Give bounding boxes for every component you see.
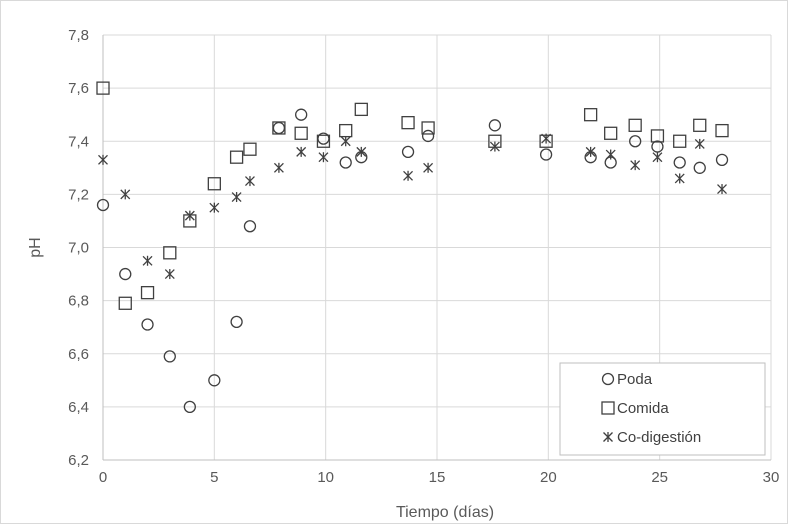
asterisk-point	[652, 152, 663, 163]
asterisk-point	[142, 255, 153, 266]
y-tick-label: 7,8	[68, 27, 89, 44]
asterisk-point	[318, 152, 329, 163]
y-tick-label: 7,6	[68, 80, 89, 97]
asterisk-point	[231, 192, 242, 203]
asterisk-point	[296, 146, 307, 157]
asterisk-point	[120, 189, 131, 200]
square-point	[243, 142, 257, 156]
circle-point	[339, 156, 352, 169]
asterisk-point	[98, 154, 108, 165]
square-point	[207, 177, 221, 191]
y-axis-title: pH	[27, 237, 44, 257]
legend-item: Poda	[601, 371, 653, 388]
square-point	[118, 296, 132, 310]
x-tick-label: 30	[763, 469, 780, 486]
square-point	[604, 126, 618, 140]
square-point	[163, 246, 177, 260]
legend-asterisk-icon	[603, 432, 613, 442]
asterisk-point	[356, 146, 367, 157]
square-point	[354, 102, 368, 117]
x-tick-label: 5	[210, 469, 218, 486]
legend-square-icon	[601, 401, 615, 415]
series-asterisk	[98, 133, 727, 280]
square-point	[650, 129, 665, 143]
y-tick-label: 6,6	[68, 346, 89, 363]
circle-point	[715, 153, 729, 166]
x-tick-label: 15	[429, 469, 446, 486]
x-tick-label: 0	[99, 469, 107, 486]
square-point	[272, 121, 286, 135]
square-point	[316, 134, 331, 148]
asterisk-point	[541, 133, 552, 144]
y-tick-label: 7,2	[68, 186, 89, 203]
circle-point	[651, 140, 664, 153]
circle-point	[539, 148, 553, 161]
asterisk-point	[694, 138, 705, 149]
square-point	[140, 286, 155, 300]
x-tick-label: 10	[317, 469, 334, 486]
asterisk-point	[585, 146, 596, 157]
legend-item: Co-digestión	[603, 429, 701, 446]
circle-point	[230, 315, 243, 329]
square-point	[583, 108, 598, 122]
circle-point	[141, 318, 154, 331]
circle-point	[488, 119, 502, 132]
square-point	[401, 116, 415, 130]
asterisk-point	[273, 162, 284, 173]
asterisk-point	[423, 162, 434, 173]
axes	[102, 35, 771, 461]
circle-point	[693, 161, 706, 174]
circle-point	[208, 374, 221, 387]
square-point	[421, 121, 435, 135]
asterisk-point	[674, 173, 685, 184]
circle-point	[421, 129, 435, 143]
asterisk-point	[630, 160, 641, 171]
y-tick-label: 6,8	[68, 293, 89, 310]
asterisk-point	[245, 176, 255, 187]
x-axis-title: Tiempo (días)	[396, 504, 494, 521]
asterisk-point	[164, 269, 175, 280]
legend-circle-icon	[601, 372, 615, 386]
legend-label: Poda	[617, 371, 653, 388]
circle-point	[673, 156, 686, 169]
asterisk-point	[209, 202, 220, 213]
tick-labels: 6,2 6,4 6,6 6,8 7,0 7,2 7,4 7,6 7,8 0 5 10 15 20 25 30	[68, 27, 779, 486]
y-tick-label: 6,2	[68, 452, 89, 469]
square-point	[229, 150, 244, 164]
y-tick-label: 7,0	[68, 240, 89, 257]
square-point	[294, 126, 308, 140]
asterisk-point	[184, 210, 195, 221]
data-marks	[96, 81, 729, 414]
circle-point	[243, 220, 257, 233]
asterisk-point	[717, 184, 727, 195]
square-point	[628, 118, 642, 132]
legend-box	[559, 362, 766, 456]
y-tick-label: 7,4	[68, 133, 89, 150]
legend: Poda Comida Co-digestión	[559, 362, 766, 456]
x-tick-label: 25	[651, 469, 668, 486]
circle-point	[401, 145, 415, 159]
asterisk-point	[605, 149, 616, 160]
circle-point	[183, 400, 196, 414]
asterisk-point	[489, 141, 500, 152]
asterisk-point	[403, 170, 414, 181]
asterisk-point	[340, 136, 351, 147]
circle-point	[96, 198, 110, 212]
square-point	[673, 134, 687, 148]
circle-point	[119, 267, 132, 281]
y-tick-label: 6,4	[68, 399, 89, 416]
legend-label: Comida	[617, 400, 669, 417]
legend-item: Comida	[601, 400, 669, 417]
square-point	[96, 81, 110, 95]
circle-point	[629, 135, 642, 148]
square-point	[715, 123, 729, 138]
circle-point	[163, 350, 176, 363]
circle-point	[295, 108, 308, 121]
legend-label: Co-digestión	[617, 429, 701, 446]
x-tick-label: 20	[540, 469, 557, 486]
square-point	[693, 118, 707, 132]
